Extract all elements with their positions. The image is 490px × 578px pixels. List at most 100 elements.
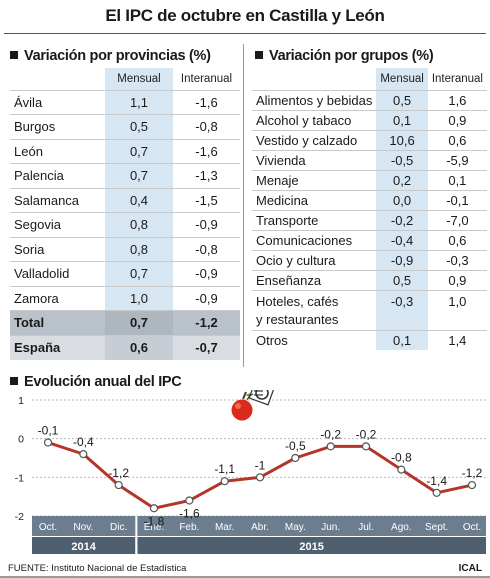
grupos-row-mensual: -0,9 [376, 249, 428, 270]
provincias-row-interanual: -0,9 [173, 285, 240, 311]
grupos-row-name-line: y restaurantes [256, 311, 339, 327]
grupos-row-name: Vivienda [252, 149, 377, 170]
data-point [361, 442, 371, 451]
grupos-row-mensual: 0,1 [376, 329, 428, 350]
data-point [467, 480, 477, 490]
grupos-row: Alimentos y bebidas 0,5 1,6 [252, 89, 487, 110]
square-bullet-icon [255, 51, 263, 59]
grupos-row-interanual: 1,6 [427, 89, 487, 110]
grupos-row-mensual: 0,2 [376, 169, 428, 190]
grupos-header-interanual: Interanual [431, 72, 483, 85]
x-tick-label: Abr. [251, 522, 269, 533]
provincias-row-name: Segovia [10, 212, 105, 237]
provincias-row-name: Salamanca [10, 187, 105, 213]
provincias-row: Segovia 0,8 -0,9 [10, 212, 240, 237]
data-label: -0,2 [320, 427, 341, 441]
bottom-rule [0, 576, 490, 578]
chart-title: Evolución anual del IPC [10, 374, 182, 390]
euro-sign-icon [255, 390, 269, 400]
grupos-row-mensual: 0,0 [376, 189, 428, 210]
grupos-row-interanual: -5,9 [427, 149, 487, 170]
year-label: 2014 [71, 541, 96, 553]
data-point [185, 496, 194, 505]
square-bullet-icon [10, 377, 18, 385]
data-label: -1,4 [426, 474, 447, 488]
grupos-row-interanual: -0,1 [427, 189, 487, 210]
data-point [220, 477, 229, 486]
provincias-row-interanual: -1,3 [173, 163, 240, 188]
agency-credit: ICAL [458, 563, 482, 574]
x-tick-label: Dic. [110, 522, 127, 533]
grupos-row-mensual: -0,3 [376, 289, 428, 330]
grupos-row-mensual: 0,5 [376, 269, 428, 290]
grupos-row-mensual: 0,1 [376, 109, 428, 130]
data-label: -1,6 [179, 507, 200, 521]
provincias-row: Burgos 0,5 -0,8 [10, 114, 240, 139]
provincias-row-name: Palencia [10, 163, 105, 188]
provincias-column-headers: Mensual Interanual [10, 68, 240, 90]
data-label: -0,2 [356, 427, 377, 441]
grupos-row-interanual: -7,0 [427, 209, 487, 230]
apple-body-icon [231, 399, 253, 421]
provincias-row-interanual: -1,5 [173, 187, 240, 213]
data-label: -0,4 [73, 435, 94, 449]
provincias-row-interanual: -1,6 [173, 138, 240, 164]
grupos-row-interanual: 0,6 [427, 229, 487, 250]
provincias-espana-row: España 0,6 -0,7 [10, 334, 240, 360]
apple-euro-icon [231, 390, 276, 421]
provincias-total-row: Total 0,7 -1,2 [10, 310, 240, 335]
grupos-row-interanual: 0,1 [427, 169, 487, 190]
grupos-row-interanual: -0,3 [427, 249, 487, 270]
grupos-row: Medicina 0,0 -0,1 [252, 189, 487, 210]
data-label: -0,1 [38, 424, 59, 438]
grupos-row-name: Otros [252, 329, 377, 350]
provincias-espana-interanual: -0,7 [173, 334, 240, 360]
provincias-row-mensual: 0,7 [105, 163, 173, 188]
data-point [149, 504, 159, 513]
x-tick-label: Nov. [73, 522, 93, 533]
x-tick-label: Oct. [39, 522, 57, 533]
provincias-table: Mensual Interanual Ávila 1,1 -1,6 Burgos 0,5 -0… [10, 68, 240, 360]
provincias-total-mensual: 0,7 [105, 310, 173, 335]
ipc-line-chart: 1 0 -1 -2 2014 2015 Oct. Nov. Dic. Ene. Feb. Mar. Ab… [15, 390, 487, 554]
data-label: -1,1 [214, 462, 235, 476]
provincias-row-interanual: -0,9 [173, 261, 240, 286]
grupos-row-name: Hoteles, cafés y restaurantes [252, 289, 377, 330]
data-label: -0,5 [285, 439, 306, 453]
grupos-row: Vestido y calzado 10,6 0,6 [252, 129, 487, 150]
grupos-row: Vivienda -0,5 -5,9 [252, 149, 487, 170]
provincias-row-mensual: 0,5 [105, 114, 173, 139]
grupos-row-name: Transporte [252, 209, 377, 230]
provincias-total-name: Total [10, 310, 105, 335]
grupos-title: Variación por grupos (%) [255, 48, 434, 64]
provincias-espana-name: España [10, 334, 105, 360]
grupos-row-mensual: -0,5 [376, 149, 428, 170]
data-label: -0,8 [391, 451, 412, 465]
x-tick-label: Jul. [358, 522, 374, 533]
provincias-row: Ávila 1,1 -1,6 [10, 89, 240, 115]
grupos-row-mensual: 0,5 [376, 89, 428, 110]
x-tick-label: Mar. [215, 522, 234, 533]
grupos-row-name: Menaje [252, 169, 377, 190]
provincias-row-mensual: 0,8 [105, 236, 173, 262]
source-note: FUENTE: Instituto Nacional de Estadístic… [8, 563, 187, 574]
provincias-title-text: Variación por provincias (%) [24, 48, 211, 64]
provincias-row-interanual: -0,9 [173, 212, 240, 237]
provincias-row-mensual: 1,0 [105, 285, 173, 311]
provincias-row-interanual: -1,6 [173, 89, 240, 115]
grupos-table: Mensual Interanual Alimentos y bebidas 0,5 1… [252, 68, 487, 350]
grupos-row-name: Alimentos y bebidas [252, 89, 377, 110]
provincias-total-interanual: -1,2 [173, 310, 240, 335]
grupos-row-interanual: 0,6 [427, 129, 487, 150]
provincias-row-name: Soria [10, 236, 105, 262]
grupos-row-name: Comunicaciones [252, 229, 377, 250]
grupos-row-mensual: -0,4 [376, 229, 428, 250]
data-point [255, 473, 265, 482]
apple-highlight-icon [235, 403, 241, 409]
provincias-row: Valladolid 0,7 -0,9 [10, 261, 240, 286]
grupos-row-name: Vestido y calzado [252, 129, 377, 150]
grupos-row: Otros 0,1 1,4 [252, 329, 487, 350]
data-point [114, 480, 123, 490]
provincias-row-name: Valladolid [10, 261, 105, 286]
x-tick-label: May. [285, 522, 306, 533]
